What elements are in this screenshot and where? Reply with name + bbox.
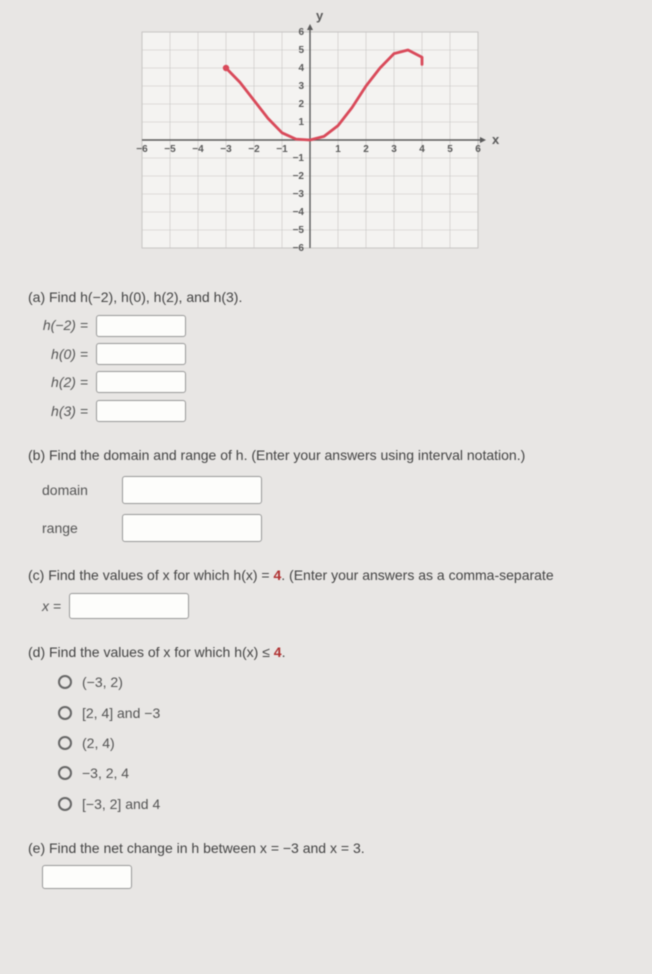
radio-icon xyxy=(58,766,72,780)
svg-text:−4: −4 xyxy=(293,207,305,218)
qd-option-label: [−3, 2] and 4 xyxy=(82,793,160,815)
qe-input[interactable] xyxy=(42,865,132,889)
svg-text:−5: −5 xyxy=(164,144,176,155)
svg-text:−6: −6 xyxy=(293,243,305,254)
svg-text:5: 5 xyxy=(447,144,453,155)
qa-label: h(2) = xyxy=(42,371,88,393)
qa-input-0[interactable] xyxy=(96,315,186,337)
function-graph: −6−5−4−3−2−1123456−6−5−4−3−2−1123456xy xyxy=(120,10,500,270)
svg-text:x: x xyxy=(492,132,500,147)
svg-text:6: 6 xyxy=(475,144,481,155)
radio-icon xyxy=(58,675,72,689)
domain-input[interactable] xyxy=(122,476,262,504)
qd-option[interactable]: [2, 4] and −3 xyxy=(58,702,624,724)
qb-prompt: (b) Find the domain and range of h. (Ent… xyxy=(28,444,624,466)
qa-input-2[interactable] xyxy=(96,371,186,393)
svg-text:−2: −2 xyxy=(248,144,260,155)
svg-text:y: y xyxy=(316,10,324,23)
svg-text:−4: −4 xyxy=(192,144,204,155)
qd-option-label: (2, 4) xyxy=(82,732,115,754)
qa-row: h(2) = xyxy=(42,371,624,393)
qd-option-label: [2, 4] and −3 xyxy=(82,702,160,724)
svg-text:6: 6 xyxy=(298,27,304,38)
qa-label: h(3) = xyxy=(42,400,88,422)
qd-option[interactable]: [−3, 2] and 4 xyxy=(58,793,624,815)
qe-prompt: (e) Find the net change in h between x =… xyxy=(28,837,624,859)
svg-text:−3: −3 xyxy=(293,189,305,200)
qa-row: h(0) = xyxy=(42,343,624,365)
domain-label: domain xyxy=(42,479,102,501)
range-label: range xyxy=(42,517,102,539)
qd-option-label: −3, 2, 4 xyxy=(82,762,129,784)
question-b: (b) Find the domain and range of h. (Ent… xyxy=(28,444,624,542)
svg-text:−1: −1 xyxy=(293,153,305,164)
range-input[interactable] xyxy=(122,514,262,542)
radio-icon xyxy=(58,706,72,720)
svg-text:−3: −3 xyxy=(220,144,232,155)
svg-text:4: 4 xyxy=(298,63,304,74)
qc-prompt: (c) Find the values of x for which h(x) … xyxy=(28,564,624,586)
svg-text:1: 1 xyxy=(335,144,341,155)
question-d: (d) Find the values of x for which h(x) … xyxy=(28,641,624,815)
graph-svg: −6−5−4−3−2−1123456−6−5−4−3−2−1123456xy xyxy=(120,10,500,270)
question-e: (e) Find the net change in h between x =… xyxy=(28,837,624,889)
question-a: (a) Find h(−2), h(0), h(2), and h(3). h(… xyxy=(28,286,624,422)
radio-icon xyxy=(58,736,72,750)
svg-text:2: 2 xyxy=(298,99,304,110)
radio-icon xyxy=(58,797,72,811)
svg-text:4: 4 xyxy=(419,144,425,155)
svg-text:−5: −5 xyxy=(293,225,305,236)
svg-text:5: 5 xyxy=(298,45,304,56)
qc-input[interactable] xyxy=(69,593,189,619)
question-c: (c) Find the values of x for which h(x) … xyxy=(28,564,624,618)
qd-option[interactable]: (2, 4) xyxy=(58,732,624,754)
qd-option-label: (−3, 2) xyxy=(82,671,123,693)
qa-label: h(0) = xyxy=(42,343,88,365)
qa-input-1[interactable] xyxy=(96,343,186,365)
qc-xlabel: x = xyxy=(42,595,61,617)
qd-option[interactable]: −3, 2, 4 xyxy=(58,762,624,784)
qa-prompt: (a) Find h(−2), h(0), h(2), and h(3). xyxy=(28,286,624,308)
qd-prompt: (d) Find the values of x for which h(x) … xyxy=(28,641,624,663)
svg-text:−1: −1 xyxy=(276,144,288,155)
svg-text:−6: −6 xyxy=(136,144,148,155)
svg-text:1: 1 xyxy=(298,117,304,128)
qd-option[interactable]: (−3, 2) xyxy=(58,671,624,693)
svg-text:−2: −2 xyxy=(293,171,305,182)
qa-row: h(−2) = xyxy=(42,314,624,336)
svg-text:2: 2 xyxy=(363,144,369,155)
svg-text:3: 3 xyxy=(391,144,397,155)
qa-label: h(−2) = xyxy=(42,314,88,336)
qa-row: h(3) = xyxy=(42,400,624,422)
svg-text:3: 3 xyxy=(298,81,304,92)
qa-input-3[interactable] xyxy=(96,400,186,422)
